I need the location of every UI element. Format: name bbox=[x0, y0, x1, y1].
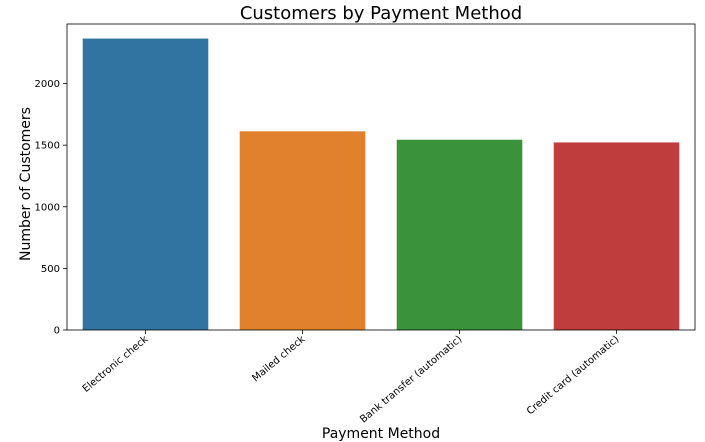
bar bbox=[239, 131, 366, 330]
bar bbox=[396, 139, 523, 330]
bars-group bbox=[82, 38, 680, 331]
bar bbox=[553, 142, 680, 330]
y-tick-label: 1500 bbox=[35, 141, 60, 152]
x-axis: Electronic check Mailed check Bank transfe… bbox=[81, 330, 622, 425]
y-tick-label: 0 bbox=[54, 326, 60, 337]
y-tick-label: 500 bbox=[41, 264, 60, 275]
x-tick-label: Electronic check bbox=[81, 334, 151, 395]
x-tick-label: Mailed check bbox=[250, 334, 307, 385]
y-tick-label: 1000 bbox=[35, 202, 60, 213]
x-tick-label: Bank transfer (automatic) bbox=[358, 334, 464, 426]
y-axis: 0 500 1000 1500 2000 bbox=[35, 79, 67, 337]
x-tick-label: Credit card (automatic) bbox=[525, 334, 622, 418]
chart-title: Customers by Payment Method bbox=[240, 3, 522, 24]
plot-frame bbox=[66, 23, 696, 331]
y-axis-label: Number of Customers bbox=[18, 107, 34, 261]
bar bbox=[82, 38, 209, 331]
x-axis-label: Payment Method bbox=[322, 426, 440, 442]
y-tick-label: 2000 bbox=[35, 79, 60, 90]
